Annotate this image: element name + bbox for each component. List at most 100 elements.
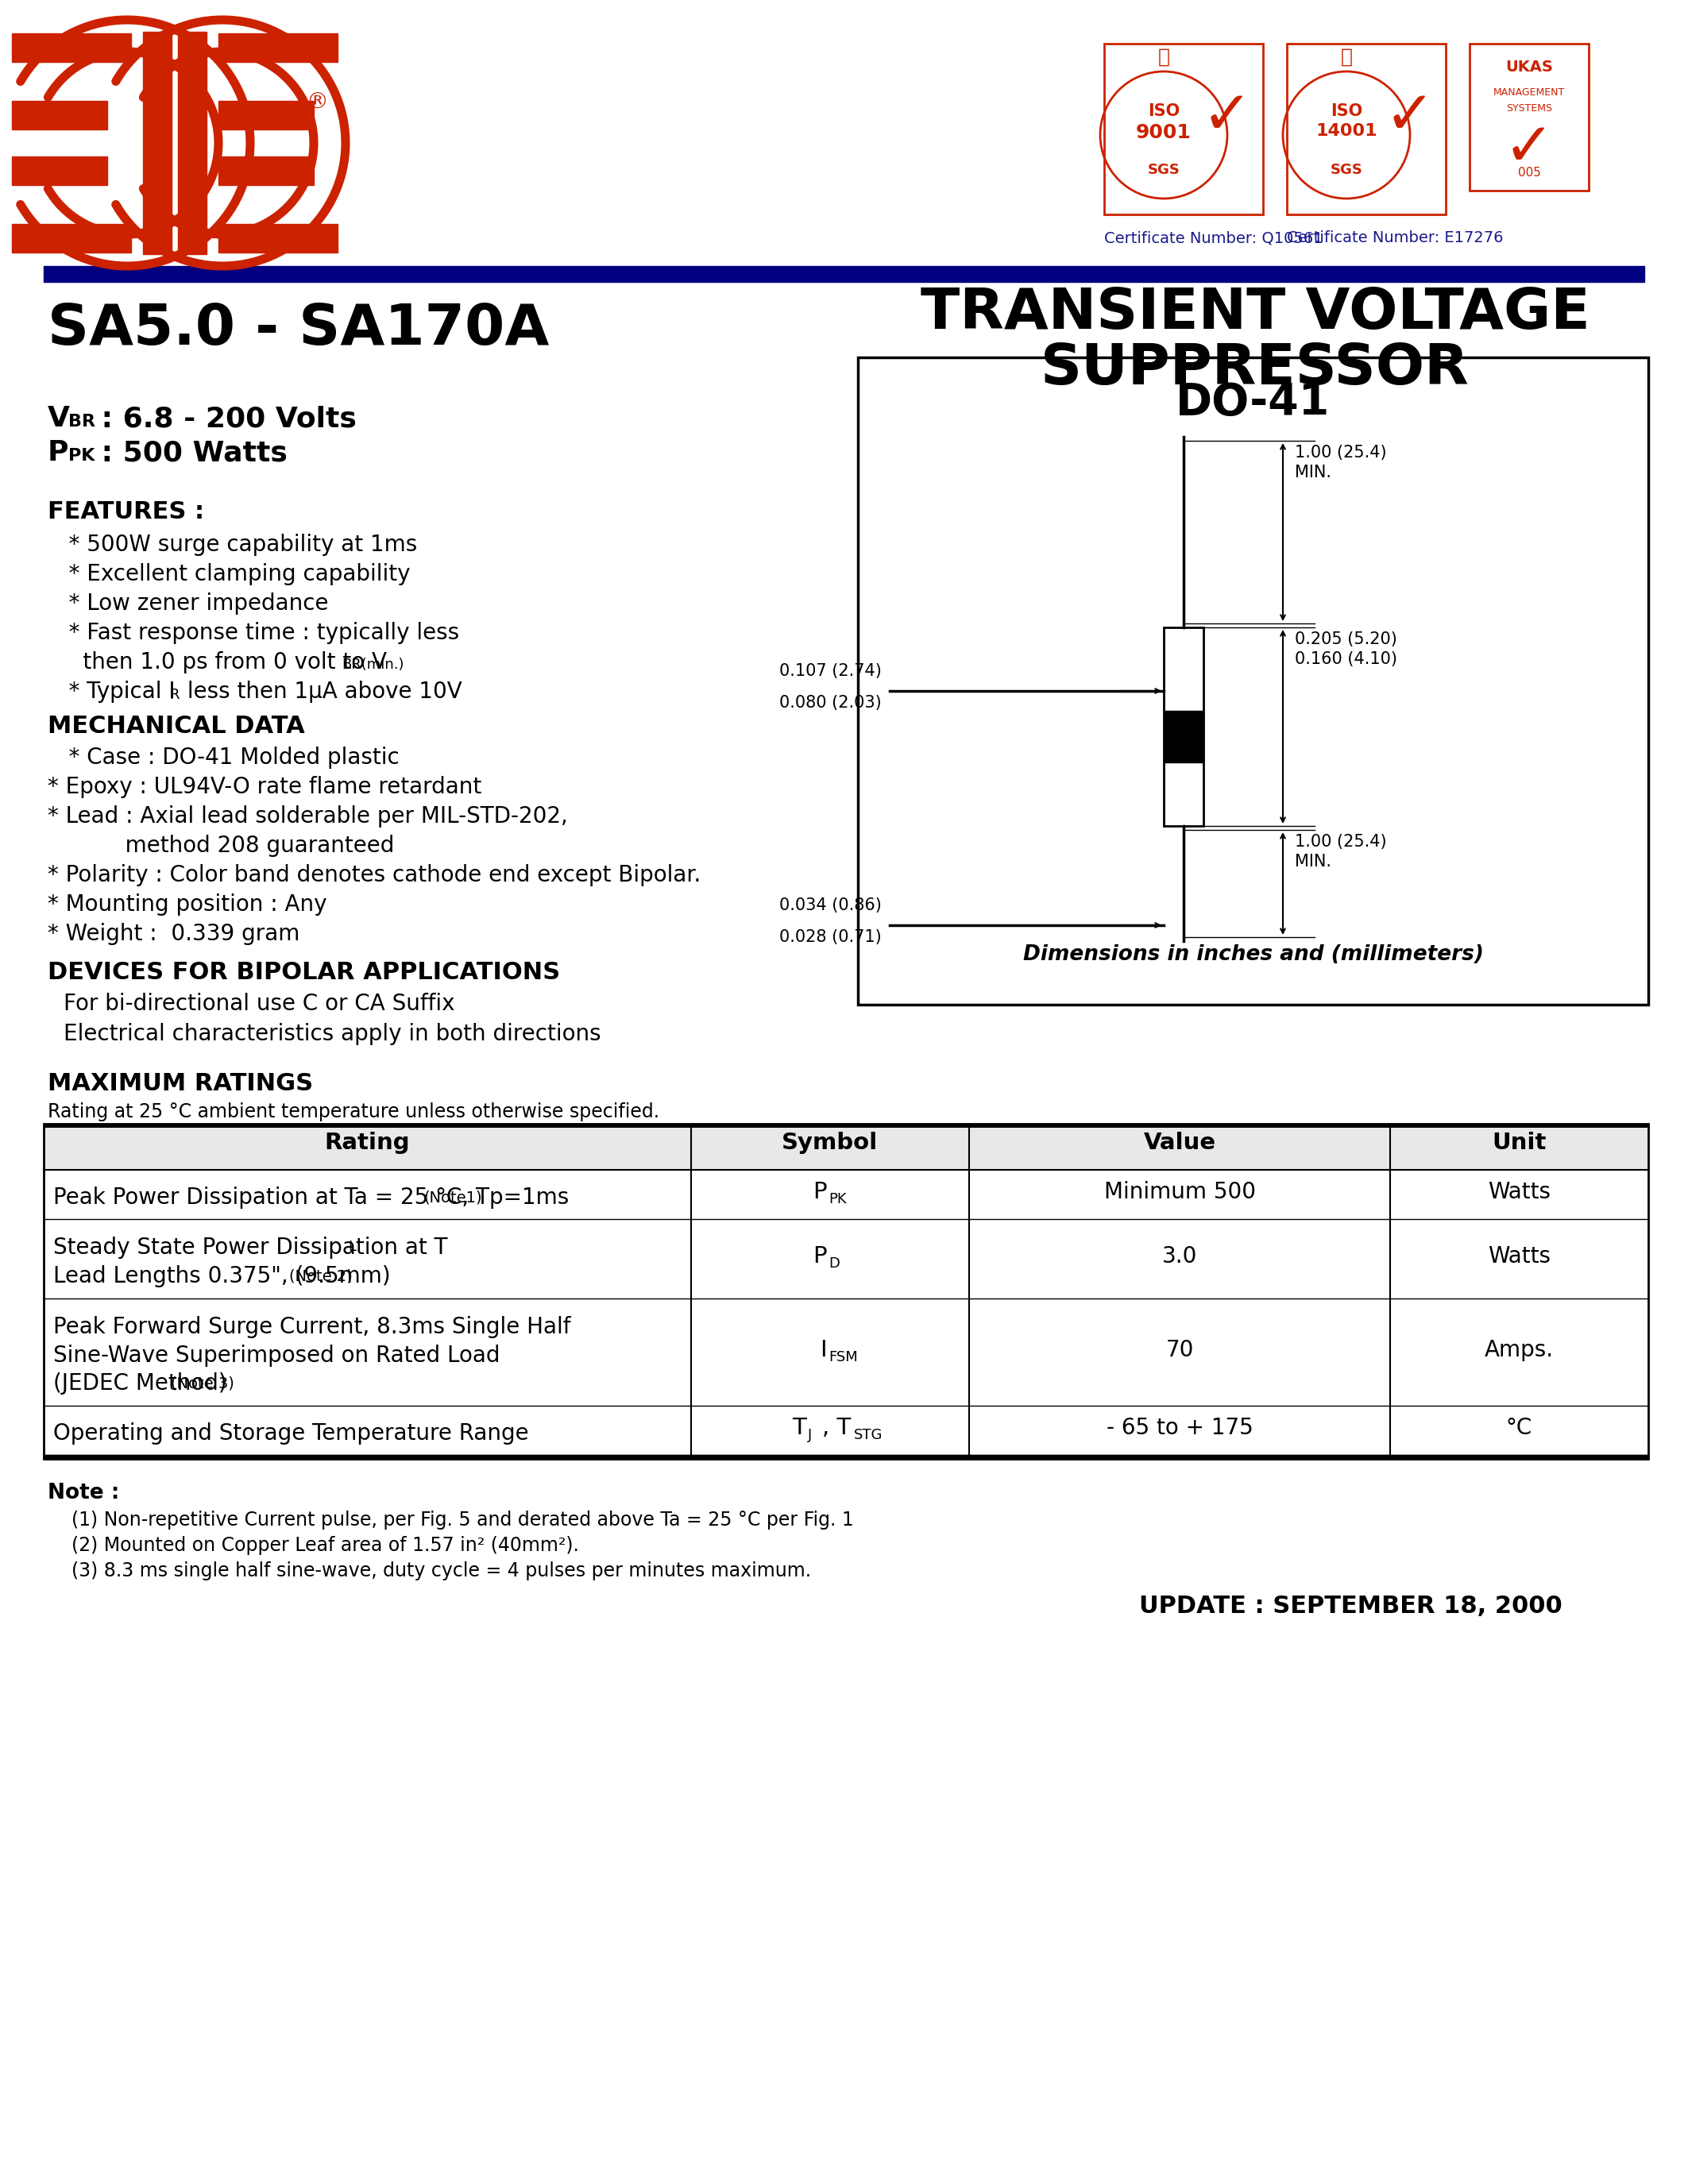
Text: Watts: Watts <box>1487 1245 1551 1267</box>
Text: Lead Lengths 0.375", (9.5mm): Lead Lengths 0.375", (9.5mm) <box>54 1265 390 1286</box>
Bar <box>1163 710 1204 762</box>
Text: * Weight :  0.339 gram: * Weight : 0.339 gram <box>47 924 300 946</box>
Text: 0.028 (0.71): 0.028 (0.71) <box>780 928 881 946</box>
Text: PK: PK <box>68 448 95 463</box>
Text: ✓: ✓ <box>1202 87 1252 146</box>
Text: Minimum 500: Minimum 500 <box>1104 1182 1256 1203</box>
Text: * Typical I: * Typical I <box>47 681 176 703</box>
Text: L: L <box>348 1241 356 1254</box>
Text: Value: Value <box>1143 1131 1215 1153</box>
Text: J: J <box>809 1428 812 1441</box>
Text: BR(min.): BR(min.) <box>341 657 403 673</box>
Text: 1.00 (25.4): 1.00 (25.4) <box>1295 446 1386 461</box>
Text: T: T <box>792 1417 807 1439</box>
Text: SGS: SGS <box>1148 164 1180 177</box>
Text: Amps.: Amps. <box>1485 1339 1553 1361</box>
Text: - 65 to + 175: - 65 to + 175 <box>1106 1417 1252 1439</box>
Bar <box>218 100 314 129</box>
Text: °C: °C <box>1506 1417 1533 1439</box>
Text: 1.00 (25.4): 1.00 (25.4) <box>1295 834 1386 850</box>
Bar <box>177 33 206 253</box>
Text: * Low zener impedance: * Low zener impedance <box>47 592 329 614</box>
Text: I: I <box>820 1339 827 1361</box>
Text: Electrical characteristics apply in both directions: Electrical characteristics apply in both… <box>64 1022 601 1046</box>
Text: 0.034 (0.86): 0.034 (0.86) <box>780 898 881 913</box>
Text: 0.107 (2.74): 0.107 (2.74) <box>780 664 881 679</box>
Bar <box>218 225 338 253</box>
Text: 👑: 👑 <box>1340 48 1352 68</box>
Text: * Lead : Axial lead solderable per MIL-STD-202,: * Lead : Axial lead solderable per MIL-S… <box>47 806 567 828</box>
Text: ✓: ✓ <box>1384 87 1435 146</box>
Text: Steady State Power Dissipation at T: Steady State Power Dissipation at T <box>54 1236 447 1258</box>
Bar <box>143 33 172 253</box>
Text: V: V <box>47 404 69 432</box>
Text: Symbol: Symbol <box>782 1131 878 1153</box>
Text: Rating: Rating <box>324 1131 410 1153</box>
Text: ®: ® <box>306 92 327 114</box>
Text: Rating at 25 °C ambient temperature unless otherwise specified.: Rating at 25 °C ambient temperature unle… <box>47 1103 660 1120</box>
Text: less then 1μA above 10V: less then 1μA above 10V <box>181 681 463 703</box>
Bar <box>44 266 1644 282</box>
Text: * Fast response time : typically less: * Fast response time : typically less <box>47 622 459 644</box>
Text: * Case : DO-41 Molded plastic: * Case : DO-41 Molded plastic <box>47 747 400 769</box>
Text: SYSTEMS: SYSTEMS <box>1506 103 1553 114</box>
Text: Watts: Watts <box>1487 1182 1551 1203</box>
Text: 005: 005 <box>1518 166 1541 179</box>
Text: FSM: FSM <box>829 1350 858 1365</box>
Text: ISO: ISO <box>1330 103 1362 120</box>
Text: Unit: Unit <box>1492 1131 1546 1153</box>
Text: : 500 Watts: : 500 Watts <box>91 439 287 465</box>
Text: P: P <box>814 1182 827 1203</box>
Text: (Note1): (Note1) <box>424 1190 483 1206</box>
Text: ISO: ISO <box>1148 103 1180 120</box>
Text: MECHANICAL DATA: MECHANICAL DATA <box>47 714 306 738</box>
Text: DO-41: DO-41 <box>1177 382 1330 424</box>
Text: * Mounting position : Any: * Mounting position : Any <box>47 893 327 915</box>
Bar <box>218 157 314 186</box>
Text: Note :: Note : <box>47 1483 120 1503</box>
Text: BR: BR <box>68 413 95 430</box>
Text: * Polarity : Color band denotes cathode end except Bipolar.: * Polarity : Color band denotes cathode … <box>47 865 701 887</box>
Text: 9001: 9001 <box>1136 122 1192 142</box>
Bar <box>44 1125 1647 1459</box>
Text: (1) Non-repetitive Current pulse, per Fig. 5 and derated above Ta = 25 °C per Fi: (1) Non-repetitive Current pulse, per Fi… <box>47 1511 854 1529</box>
Text: DEVICES FOR BIPOLAR APPLICATIONS: DEVICES FOR BIPOLAR APPLICATIONS <box>47 961 560 985</box>
Text: * Epoxy : UL94V-O rate flame retardant: * Epoxy : UL94V-O rate flame retardant <box>47 775 481 797</box>
Text: Certificate Number: Q10561: Certificate Number: Q10561 <box>1104 229 1323 245</box>
Text: 0.160 (4.10): 0.160 (4.10) <box>1295 651 1398 666</box>
Text: (JEDEC Method): (JEDEC Method) <box>54 1374 226 1396</box>
Text: PK: PK <box>829 1192 846 1206</box>
Text: SUPPRESSOR: SUPPRESSOR <box>1041 341 1470 395</box>
Bar <box>12 225 132 253</box>
Text: Operating and Storage Temperature Range: Operating and Storage Temperature Range <box>54 1422 528 1444</box>
Text: For bi-directional use C or CA Suffix: For bi-directional use C or CA Suffix <box>64 994 454 1016</box>
Text: 70: 70 <box>1165 1339 1193 1361</box>
Text: (2) Mounted on Copper Leaf area of 1.57 in² (40mm²).: (2) Mounted on Copper Leaf area of 1.57 … <box>47 1535 579 1555</box>
Text: UKAS: UKAS <box>1506 59 1553 74</box>
Text: FEATURES :: FEATURES : <box>47 500 204 524</box>
Bar <box>1104 44 1263 214</box>
Bar <box>44 1455 1647 1459</box>
Bar <box>1286 44 1445 214</box>
Text: MIN.: MIN. <box>1295 465 1332 480</box>
Text: P: P <box>47 439 69 465</box>
Text: SA5.0 - SA170A: SA5.0 - SA170A <box>47 301 549 356</box>
Text: Dimensions in inches and (millimeters): Dimensions in inches and (millimeters) <box>1023 943 1484 965</box>
Text: MIN.: MIN. <box>1295 854 1332 869</box>
Text: STG: STG <box>854 1428 883 1441</box>
Text: (Note 3): (Note 3) <box>170 1376 235 1391</box>
Text: P: P <box>814 1245 827 1267</box>
Text: D: D <box>829 1256 839 1271</box>
Bar <box>858 358 1647 1005</box>
Text: MANAGEMENT: MANAGEMENT <box>1494 87 1565 98</box>
Text: : 6.8 - 200 Volts: : 6.8 - 200 Volts <box>91 404 356 432</box>
Text: * 500W surge capability at 1ms: * 500W surge capability at 1ms <box>47 533 417 557</box>
Text: , T: , T <box>822 1417 851 1439</box>
Text: ✓: ✓ <box>1504 120 1555 177</box>
Bar <box>44 1127 1647 1171</box>
Bar <box>44 1125 1647 1127</box>
Text: method 208 guaranteed: method 208 guaranteed <box>47 834 395 856</box>
Text: Sine-Wave Superimposed on Rated Load: Sine-Wave Superimposed on Rated Load <box>54 1343 500 1367</box>
Text: 3.0: 3.0 <box>1161 1245 1197 1267</box>
Text: then 1.0 ps from 0 volt to V: then 1.0 ps from 0 volt to V <box>47 651 387 673</box>
